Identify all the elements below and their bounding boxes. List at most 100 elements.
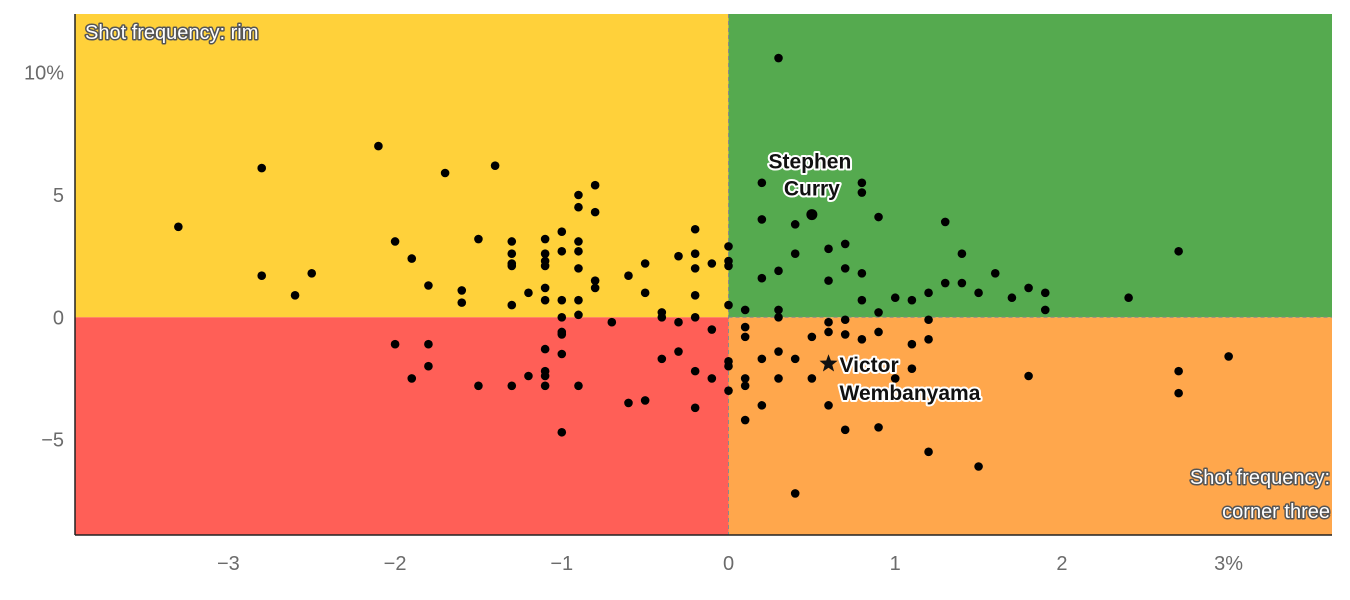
x-tick-label: −2 [384,553,407,575]
data-point [624,271,633,281]
data-point [574,202,583,212]
data-point [974,288,983,298]
data-point [774,374,783,383]
data-point [707,259,717,268]
quadrant-top-right [728,14,1332,318]
data-point [574,190,583,200]
data-point [607,317,617,327]
data-point [574,246,583,256]
y-tick-label: 10% [24,63,64,85]
highlighted-players: Stephen Curry Victor Wembanyama [766,149,982,407]
data-point [807,332,817,342]
data-point [557,427,567,437]
data-point [557,313,567,322]
data-point [574,295,583,305]
data-point [724,386,733,395]
data-point [674,347,683,356]
data-point [740,381,750,391]
data-point [757,273,767,283]
data-point [540,234,550,244]
data-point [774,266,783,276]
data-point [257,271,267,281]
data-point [907,295,917,305]
data-point [1174,366,1183,376]
data-point [757,354,767,364]
data-point [724,261,733,271]
data-point [724,242,733,251]
data-point [990,268,1000,278]
x-tick-label: 1 [890,553,901,575]
axes [74,14,1332,536]
data-point [1174,246,1183,256]
data-point [957,249,967,259]
data-point [574,237,583,246]
quadrant-dividers [728,14,1332,535]
data-point [1224,352,1233,361]
data-point [590,276,600,285]
data-point [824,244,833,254]
corner-label-corner-three-line1: Shot frequency: [1190,467,1330,489]
data-point [690,290,700,300]
data-point [924,447,933,457]
data-point [774,305,783,315]
data-point [874,308,883,317]
data-point [557,227,567,236]
data-point [657,313,667,322]
player-label-line1: Victor [840,354,899,377]
data-point [257,163,267,173]
data-point [424,339,433,349]
data-point [974,462,983,471]
data-point [590,180,600,190]
data-point [874,212,883,222]
data-point [957,278,967,288]
data-point [690,224,700,234]
data-point [924,335,933,344]
player-label-line2: Curry [784,178,840,201]
x-tick-label: 3% [1214,553,1243,575]
data-point [390,237,400,246]
data-point [740,415,750,425]
data-point [524,288,533,298]
player-label-line2: Wembanyama [840,382,981,405]
data-point [857,295,867,305]
data-point [940,217,950,227]
data-point [690,313,700,322]
data-point [574,310,583,320]
data-point [924,288,933,298]
data-point [1174,388,1183,398]
data-point [774,347,783,356]
data-point [857,178,867,188]
data-point [540,295,550,305]
data-point [824,276,833,285]
data-point [407,254,417,263]
data-point [374,141,383,151]
player-label-line1: Stephen [768,151,851,174]
data-point [640,259,650,268]
data-point [624,398,633,408]
data-point [807,374,817,383]
data-point [874,327,883,337]
data-point [790,220,800,229]
data-point [307,268,317,278]
data-point [924,315,933,325]
data-point [590,283,600,293]
data-point [740,305,750,315]
data-point [540,381,550,391]
data-point [557,246,567,256]
quadrant-top-left [75,14,729,318]
data-points [174,53,1233,498]
y-tick-label: −5 [41,430,64,452]
data-point [724,361,733,371]
data-point [824,317,833,327]
data-point [1040,305,1050,315]
data-point [174,222,183,232]
data-point [774,53,783,63]
data-point [774,313,783,322]
data-point [890,293,900,303]
data-point [707,325,717,334]
y-tick-label: 5 [53,185,64,207]
data-point [507,249,517,259]
x-tick-label: −1 [550,553,573,575]
data-point [290,290,300,300]
